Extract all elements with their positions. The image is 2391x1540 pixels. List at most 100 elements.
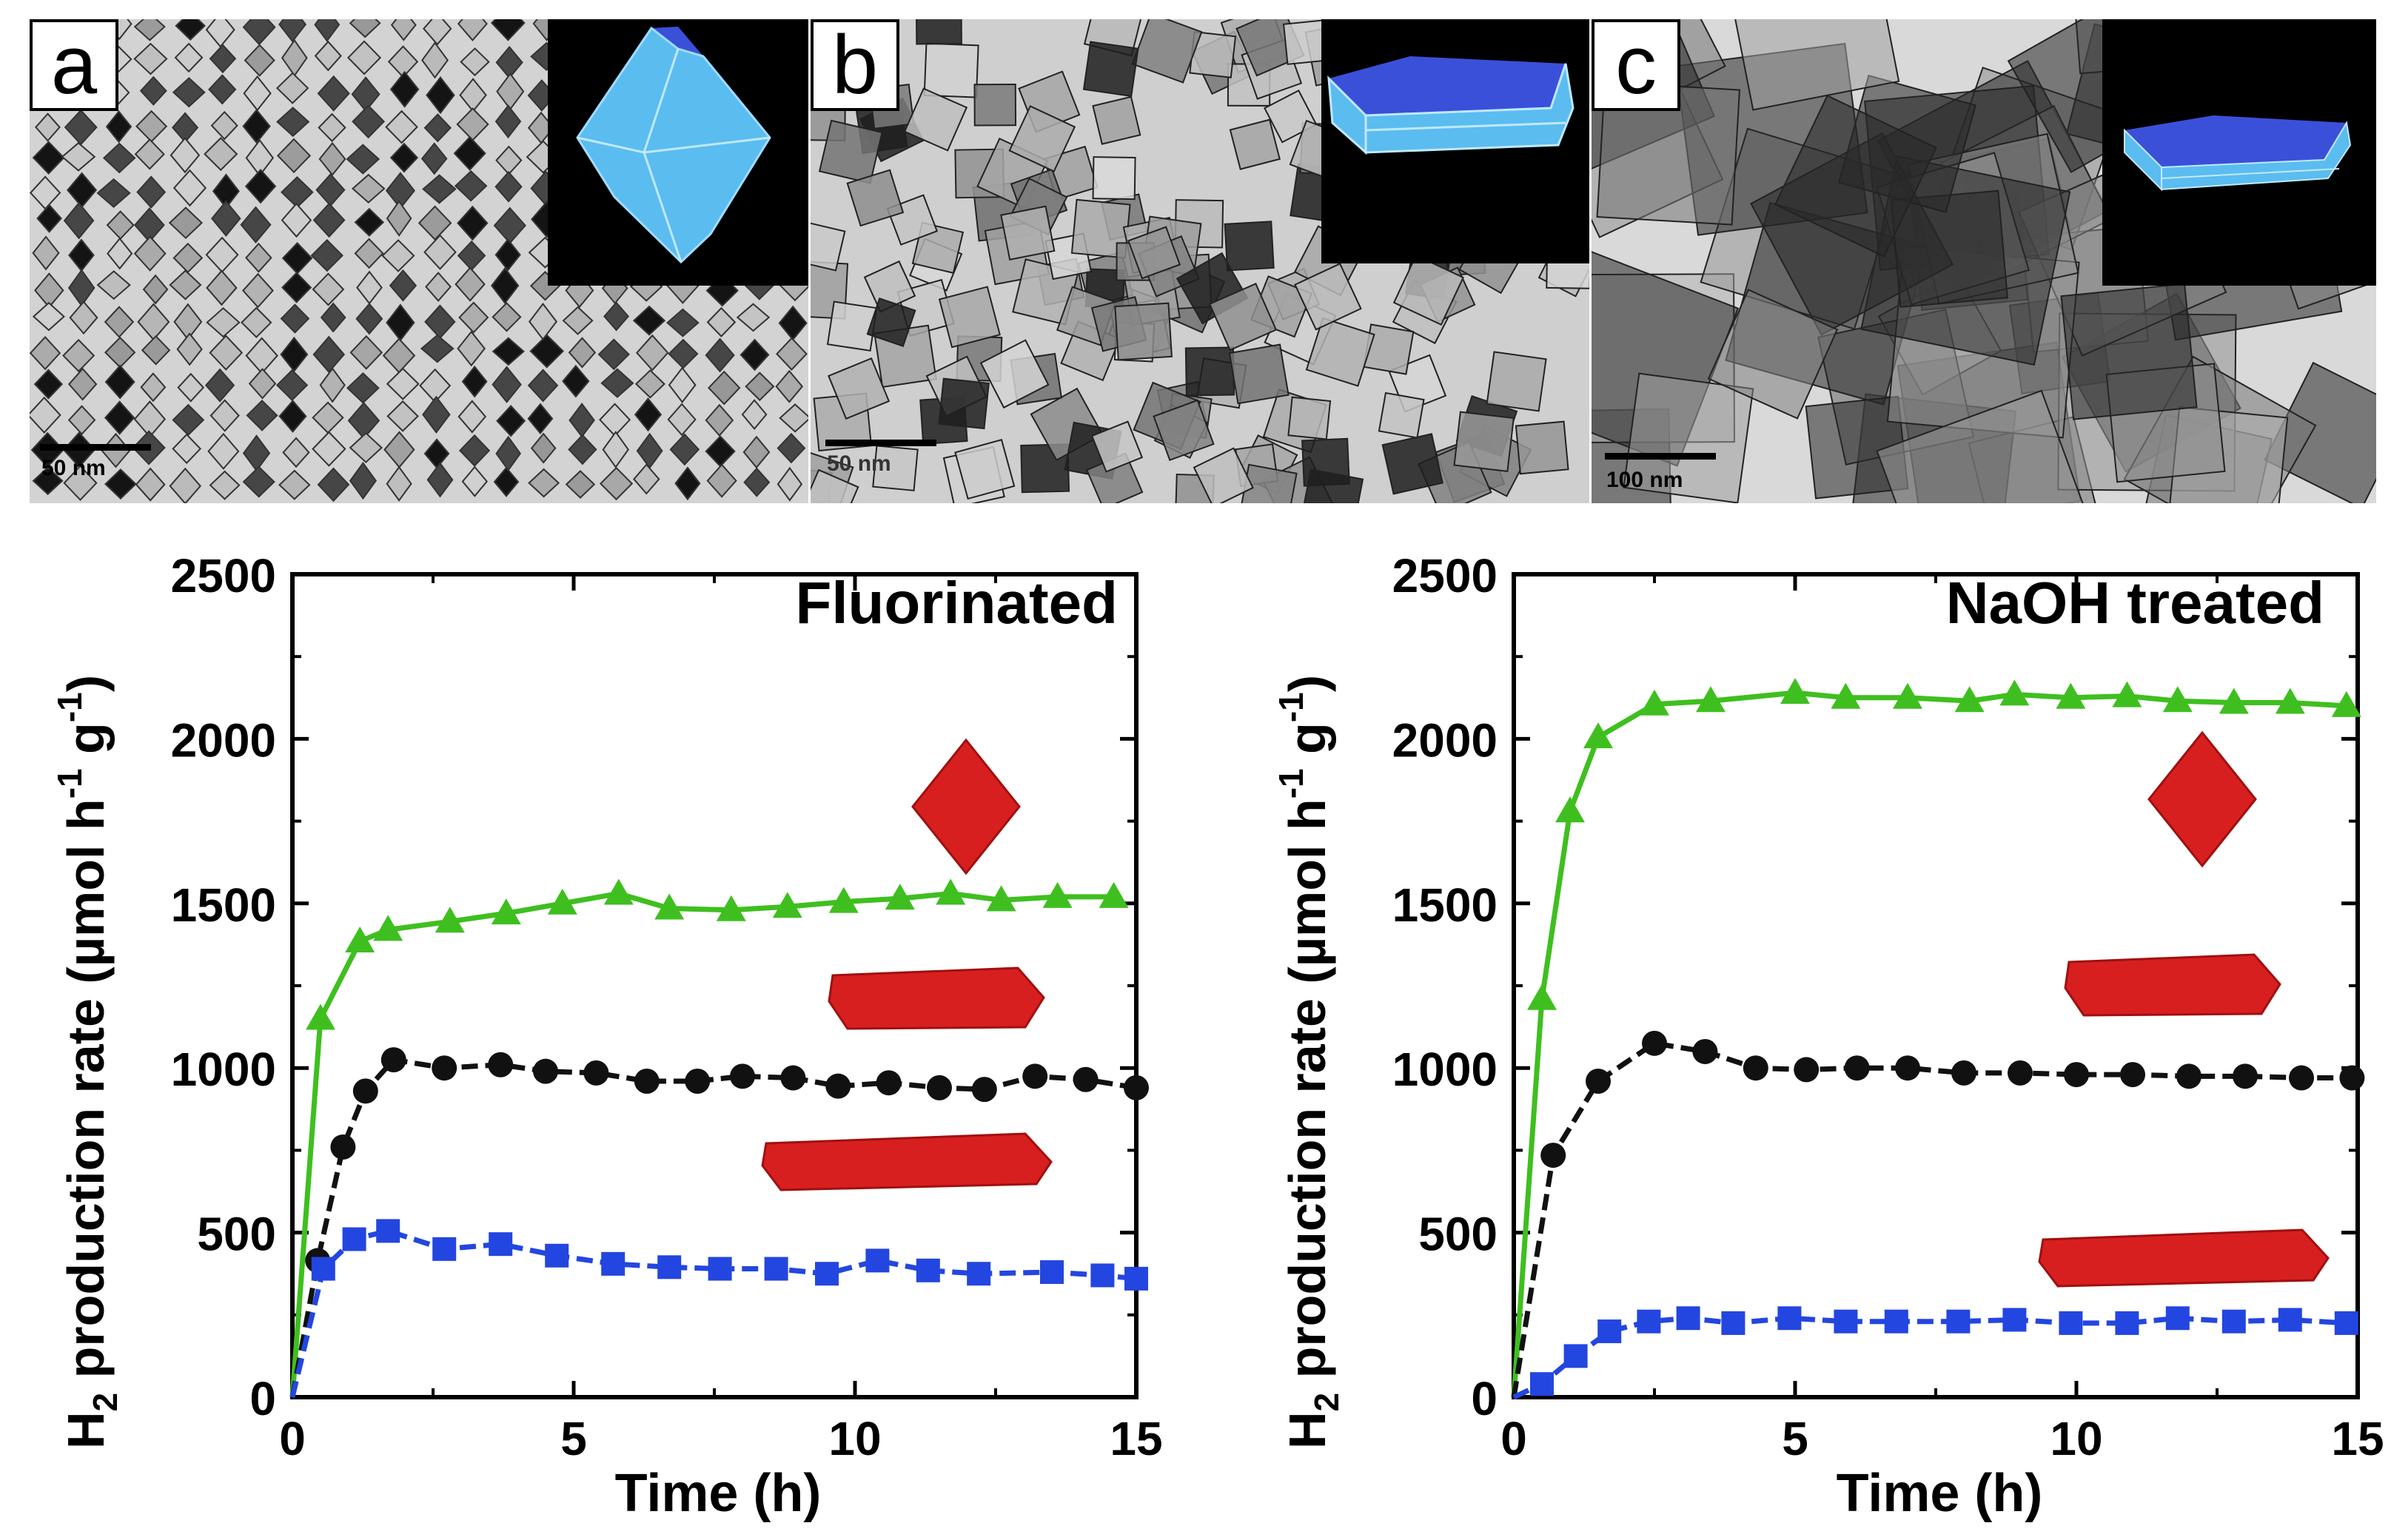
particle [30,396,61,434]
panel-label-b: b [811,19,899,111]
particle [424,304,456,340]
particle [281,241,313,275]
data-point-triangle [654,893,685,920]
particle [634,369,665,399]
data-point-triangle [435,907,465,933]
particle [281,176,314,209]
data-point-square [2221,1309,2246,1334]
data-point-triangle [373,915,403,941]
particle [208,74,237,105]
particle [602,431,629,468]
data-point-triangle [936,878,966,905]
particle [314,19,341,42]
particle [457,400,487,434]
particle [458,301,489,334]
particle [705,403,734,437]
particle [209,470,241,500]
particle [599,403,631,437]
particle [386,303,415,342]
particle [209,44,237,74]
particle [706,463,737,498]
data-point-square [1777,1306,1802,1331]
particle [706,306,737,337]
data-point-triangle [345,926,375,952]
particle [420,142,448,175]
particle [741,399,768,430]
particle [455,266,486,302]
data-point-circle [1844,1055,1870,1081]
particle [315,172,346,207]
particle [528,303,557,341]
data-point-square [1124,1266,1148,1291]
particle [1294,263,1362,331]
particle [96,270,131,300]
data-point-triangle [1780,678,1810,705]
data-point-square [2115,1311,2139,1335]
particle [242,19,276,46]
data-point-circle [1692,1038,1718,1064]
data-point-square [1530,1372,1554,1396]
data-point-circle [2233,1063,2258,1089]
particle [204,137,238,172]
y-tick-label: 1500 [1392,878,1498,932]
particle [240,206,272,244]
particle [460,47,490,77]
particle [1153,399,1215,462]
particle [67,172,98,209]
particle [599,466,634,501]
particle [32,235,60,271]
data-point-square [376,1219,400,1243]
particle [776,337,808,371]
particle [135,110,168,143]
particle [386,200,412,237]
particle [419,368,452,403]
particle [32,466,64,496]
tem-image-c: c 100 nm [1592,19,2376,503]
particle [133,42,168,75]
particle [1515,420,1569,475]
particle [565,470,596,499]
particle [1208,283,1278,352]
data-point-square [1040,1260,1064,1284]
particle [417,205,452,241]
y-axis-label: H2 production rate (µmol h-1 g-1) [50,675,124,1449]
particle [938,377,990,430]
data-point-square [2278,1308,2302,1332]
particle [346,372,380,404]
octahedron-crystal-icon [911,738,1021,875]
particle [385,110,418,144]
particle [491,266,520,305]
particle [705,337,735,373]
particle [494,238,521,272]
particle [310,239,343,272]
particle [1381,433,1443,495]
particle [1092,156,1136,201]
particle [242,109,271,144]
data-point-triangle [828,887,859,913]
particle [456,107,489,141]
y-tick-label: 1000 [171,1043,276,1096]
data-point-triangle [1555,796,1585,823]
particle [669,433,700,466]
particle [209,399,240,432]
particle [106,210,135,241]
particle [312,272,345,306]
particle [312,401,344,434]
particle [954,439,1016,500]
particle [1082,41,1139,98]
data-point-circle [876,1070,902,1096]
particle [422,174,457,204]
particle [386,465,412,502]
particle [667,403,697,437]
data-point-circle [1743,1055,1768,1081]
particle [915,19,962,45]
particle [453,135,486,171]
particle [351,173,386,204]
data-point-circle [927,1075,952,1100]
data-point-circle [1794,1057,1820,1083]
particle [349,432,383,463]
particle [495,435,522,472]
particle [494,104,522,139]
particle [169,269,202,300]
